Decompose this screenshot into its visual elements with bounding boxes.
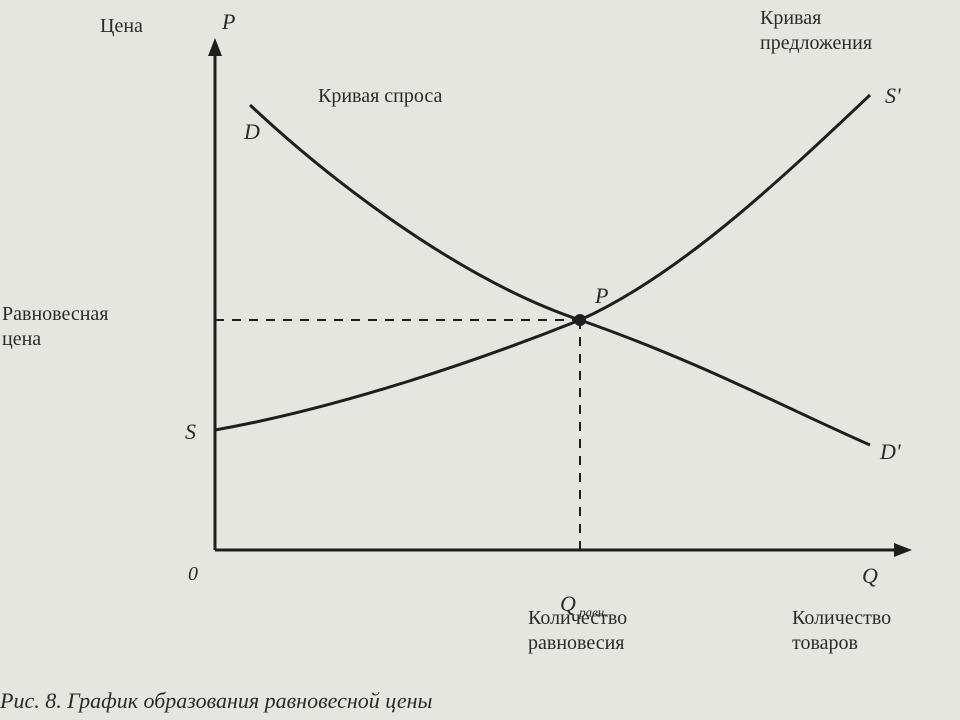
x-axis-label-q: Q xyxy=(862,562,878,590)
demand-start-label: D xyxy=(244,118,260,146)
figure-caption: Рис. 8. График образования равновесной ц… xyxy=(0,688,432,714)
price-label: Цена xyxy=(100,14,143,39)
supply-start-label: S xyxy=(185,418,196,446)
demand-curve-title: Кривая спроса xyxy=(318,84,442,109)
equilibrium-point-label: P xyxy=(595,282,608,310)
supply-curve xyxy=(215,95,870,430)
origin-label: 0 xyxy=(188,562,198,587)
demand-end-label: D' xyxy=(880,438,901,466)
supply-curve-title: Кривая предложения xyxy=(760,6,872,56)
goods-quantity-label: Количество товаров xyxy=(792,606,891,656)
y-axis-arrow xyxy=(208,38,222,56)
x-axis-arrow xyxy=(894,543,912,557)
equilibrium-point-marker xyxy=(574,314,586,326)
demand-curve xyxy=(250,105,870,445)
equilibrium-quantity-label: Количество равновесия xyxy=(528,606,627,656)
equilibrium-chart: P Цена Кривая спроса Кривая предложения … xyxy=(0,0,960,720)
equilibrium-price-label: Равновесная цена xyxy=(2,302,109,352)
supply-end-label: S' xyxy=(885,82,901,110)
y-axis-label-p: P xyxy=(222,8,235,36)
